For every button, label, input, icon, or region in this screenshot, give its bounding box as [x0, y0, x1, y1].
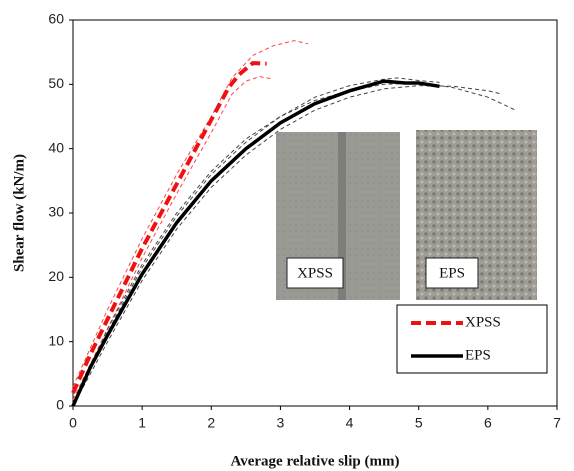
x-tick-label: 5: [415, 415, 423, 431]
x-tick-label: 6: [484, 415, 492, 431]
inset-label: XPSS: [297, 265, 333, 281]
series-line: [72, 82, 516, 407]
series-line: [72, 77, 440, 407]
legend-label: XPSS: [465, 314, 501, 330]
y-axis-title: Shear flow (kN/m): [11, 154, 27, 272]
legend-label: EPS: [465, 347, 491, 363]
y-tick-label: 40: [48, 139, 64, 155]
x-tick-label: 4: [346, 415, 354, 431]
x-tick-label: 3: [277, 415, 285, 431]
series-line: [71, 79, 440, 407]
legend-box: [396, 304, 548, 374]
y-tick-label: 50: [48, 75, 64, 91]
inset-label-box: [425, 257, 479, 289]
inset-label: EPS: [439, 265, 465, 281]
y-tick-label: 30: [48, 204, 64, 220]
series-line: [72, 76, 274, 400]
y-tick-label: 20: [48, 268, 64, 284]
x-tick-label: 1: [138, 415, 146, 431]
y-tick-label: 0: [56, 397, 64, 413]
x-tick-label: 0: [69, 415, 77, 431]
inset-label-box: [286, 257, 344, 289]
x-axis-title: Average relative slip (mm): [231, 453, 400, 469]
series-line: [72, 85, 502, 407]
y-tick-label: 60: [48, 11, 64, 27]
x-tick-label: 7: [553, 415, 561, 431]
series-line: [71, 61, 267, 394]
xpss-joint: [338, 132, 346, 300]
y-tick-label: 10: [48, 332, 64, 348]
x-tick-label: 2: [207, 415, 215, 431]
